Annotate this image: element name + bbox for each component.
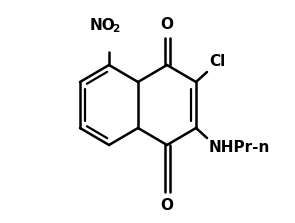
Text: 2: 2 — [112, 24, 119, 34]
Text: O: O — [160, 17, 173, 32]
Text: O: O — [160, 198, 173, 213]
Text: NO: NO — [90, 18, 116, 33]
Text: NHPr-n: NHPr-n — [209, 140, 271, 155]
Text: Cl: Cl — [209, 54, 225, 69]
